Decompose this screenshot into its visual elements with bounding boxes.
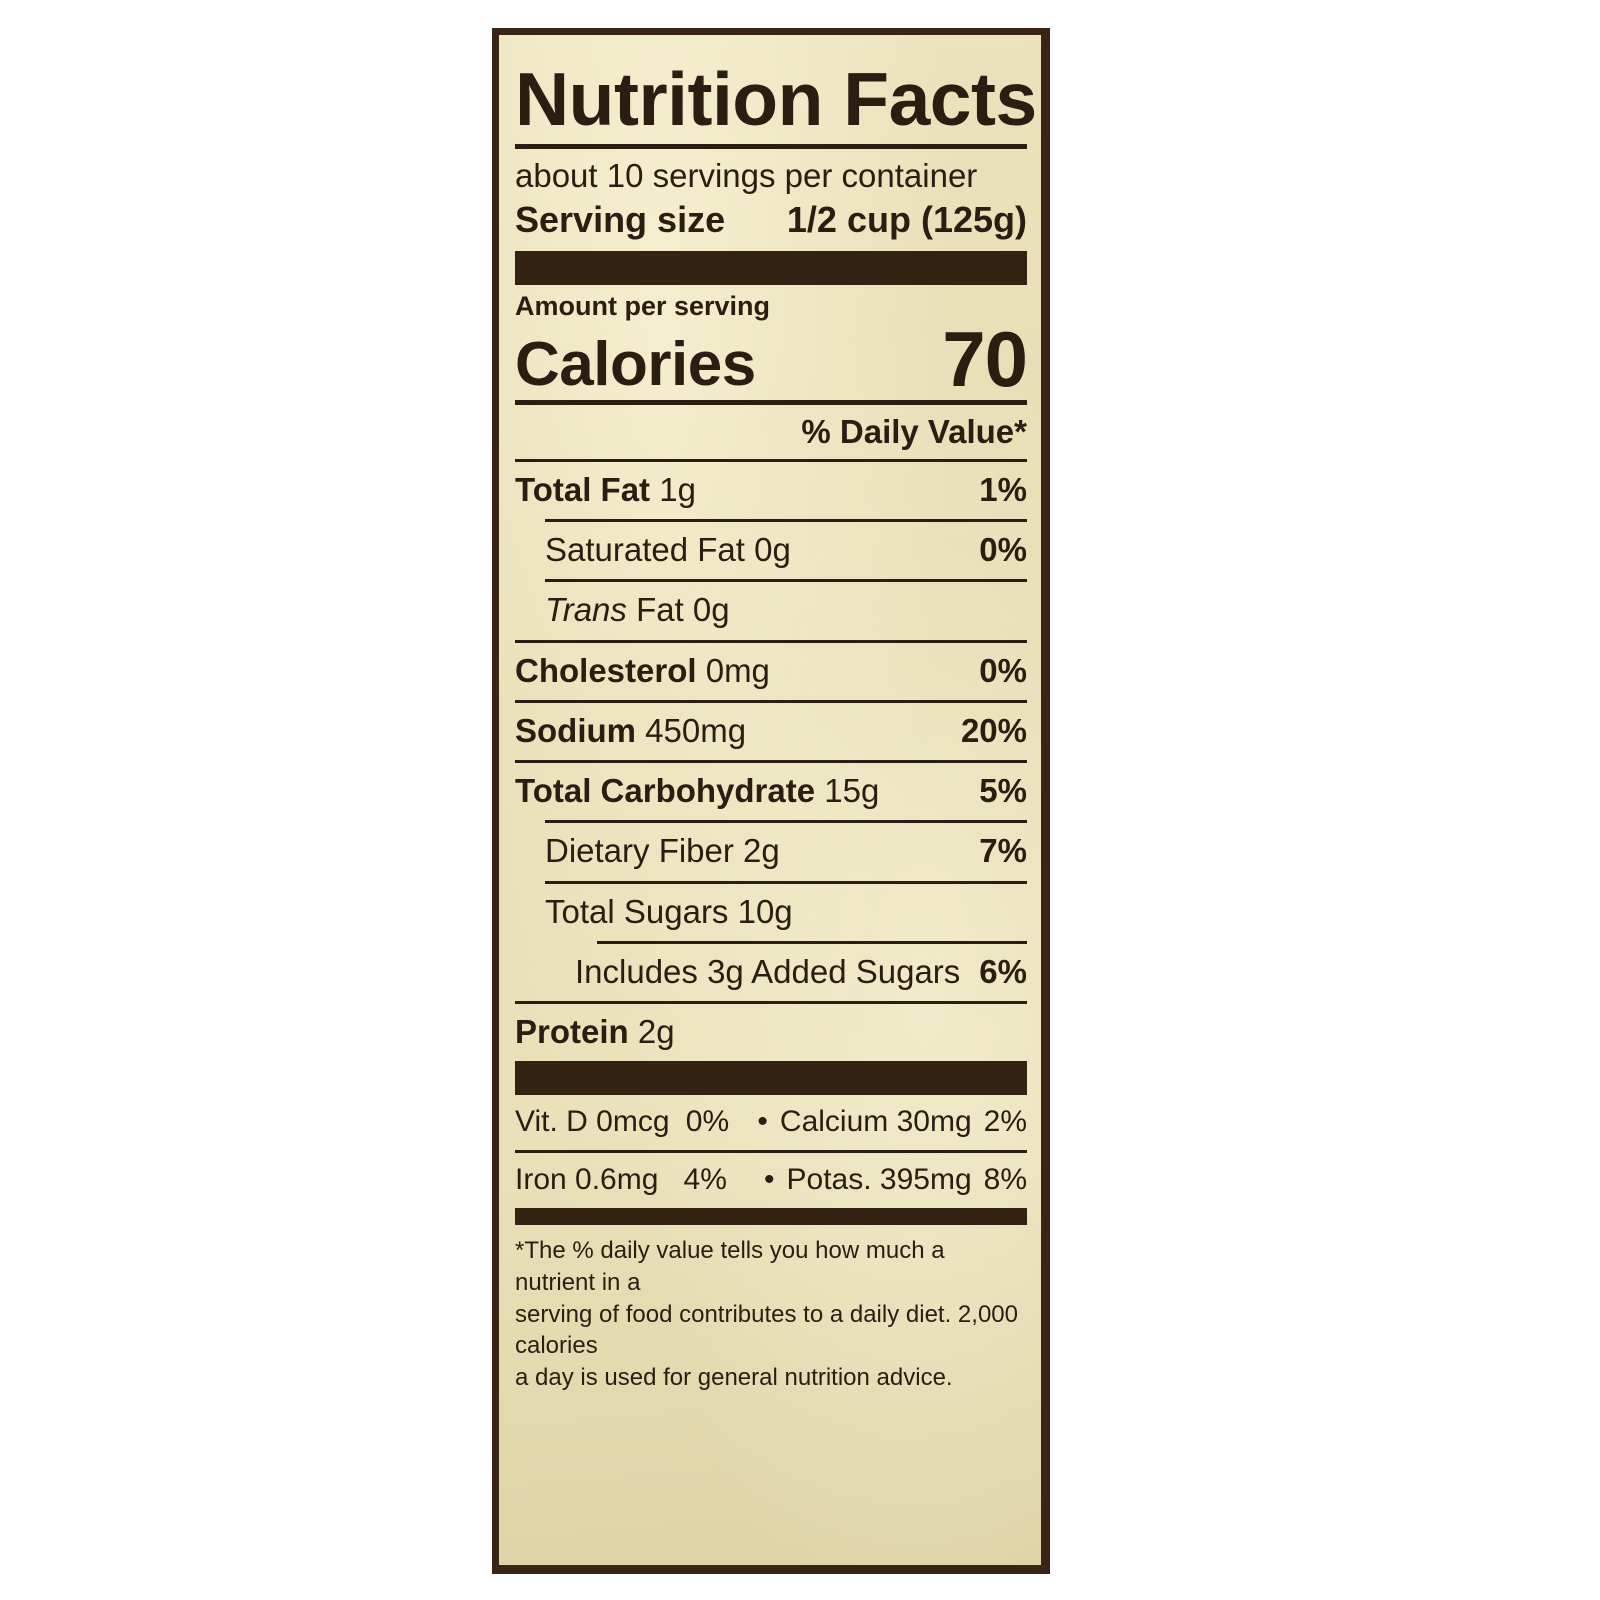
divider-row xyxy=(515,760,1027,764)
serving-size-row: Serving size 1/2 cup (125g) xyxy=(515,197,1027,251)
divider-row xyxy=(515,1001,1027,1005)
nutrient-row-sodium: Sodium 450mg 20% xyxy=(515,703,1027,760)
calories-row: Calories 70 xyxy=(515,314,1028,403)
nutrient-row-saturated-fat: Saturated Fat 0g 0% xyxy=(515,522,1027,579)
divider-under-title xyxy=(515,143,1027,149)
vitamin-dv-vit-d: 0% xyxy=(685,1105,730,1139)
serving-size-value: 1/2 cup (125g) xyxy=(786,199,1027,241)
serving-size-label: Serving size xyxy=(515,199,726,241)
divider-row xyxy=(545,820,1027,824)
thick-divider-vitamins xyxy=(515,1061,1027,1096)
nutrient-name-dietary-fiber: Dietary Fiber 2g xyxy=(545,832,780,870)
nutrient-name-trans-fat: Trans Fat 0g xyxy=(545,591,730,629)
footnote: *The % daily value tells you how much a … xyxy=(515,1225,1027,1393)
vitamin-row-2: Iron 0.6mg 4% • Potas. 395mg 8% xyxy=(515,1153,1027,1208)
divider-row xyxy=(545,880,1027,884)
amount-per-serving-label: Amount per serving xyxy=(515,291,771,322)
nutrient-dv-cholesterol: 0% xyxy=(979,651,1027,689)
divider-under-dv-header xyxy=(515,458,1027,462)
nutrient-name-total-fat: Total Fat 1g xyxy=(515,470,696,508)
divider-row xyxy=(515,699,1027,703)
nutrient-dv-saturated-fat: 0% xyxy=(979,531,1027,569)
nutrient-name-total-carbohydrate: Total Carbohydrate 15g xyxy=(515,772,880,810)
page-title: Nutrition Facts xyxy=(515,57,1037,141)
footnote-line-1: *The % daily value tells you how much a … xyxy=(515,1237,945,1296)
vitamin-name-calcium: Calcium 30mg xyxy=(779,1105,972,1139)
label-content: Nutrition Facts about 10 servings per co… xyxy=(499,35,1041,1565)
calories-value: 70 xyxy=(942,314,1028,403)
bullet-separator-icon: • xyxy=(764,1163,775,1197)
vitamin-dv-iron: 4% xyxy=(683,1163,727,1197)
nutrient-row-cholesterol: Cholesterol 0mg 0% xyxy=(515,643,1027,700)
calories-label: Calories xyxy=(515,329,756,399)
nutrient-dv-dietary-fiber: 7% xyxy=(979,832,1027,870)
divider-row xyxy=(515,639,1027,643)
vitamin-dv-calcium: 2% xyxy=(983,1105,1027,1139)
vitamin-name-vit-d: Vit. D 0mcg xyxy=(515,1105,670,1139)
nutrient-row-dietary-fiber: Dietary Fiber 2g 7% xyxy=(515,823,1027,880)
nutrient-row-total-fat: Total Fat 1g 1% xyxy=(515,462,1027,519)
thick-divider-bottom xyxy=(515,1208,1027,1226)
divider-row xyxy=(545,519,1027,523)
nutrient-row-total-sugars: Total Sugars 10g xyxy=(515,884,1027,941)
footnote-line-3: a day is used for general nutrition advi… xyxy=(515,1364,953,1392)
thick-divider-top xyxy=(515,251,1027,286)
nutrient-dv-total-carbohydrate: 5% xyxy=(979,772,1027,810)
nutrient-name-cholesterol: Cholesterol 0mg xyxy=(515,651,770,689)
nutrient-name-saturated-fat: Saturated Fat 0g xyxy=(545,531,791,569)
nutrient-name-added-sugars: Includes 3g Added Sugars xyxy=(575,952,961,990)
nutrition-facts-label: Nutrition Facts about 10 servings per co… xyxy=(492,28,1050,1574)
divider-row xyxy=(545,579,1027,583)
divider-row xyxy=(515,1150,1027,1154)
divider-under-calories xyxy=(515,399,1027,405)
vitamin-dv-potassium: 8% xyxy=(983,1163,1027,1197)
bullet-separator-icon: • xyxy=(757,1105,768,1139)
vitamin-name-potassium: Potas. 395mg xyxy=(786,1163,972,1197)
nutrient-name-protein: Protein 2g xyxy=(515,1013,675,1051)
divider-row xyxy=(597,940,1027,944)
nutrient-name-sodium: Sodium 450mg xyxy=(515,711,747,749)
nutrient-dv-sodium: 20% xyxy=(960,711,1027,749)
nutrient-row-trans-fat: Trans Fat 0g xyxy=(515,582,1027,639)
nutrient-dv-added-sugars: 6% xyxy=(979,952,1027,990)
vitamin-row-1: Vit. D 0mcg 0% • Calcium 30mg 2% xyxy=(515,1095,1027,1150)
nutrient-row-added-sugars: Includes 3g Added Sugars 6% xyxy=(515,944,1027,1001)
vitamin-name-iron: Iron 0.6mg xyxy=(515,1163,659,1197)
footnote-asterisk: * xyxy=(515,1237,525,1265)
nutrient-row-total-carbohydrate: Total Carbohydrate 15g 5% xyxy=(515,763,1027,820)
daily-value-header: % Daily Value* xyxy=(801,412,1027,450)
footnote-line-2: serving of food contributes to a daily d… xyxy=(515,1300,1018,1360)
nutrient-dv-total-fat: 1% xyxy=(979,470,1027,508)
nutrient-row-protein: Protein 2g xyxy=(515,1004,1027,1061)
nutrient-name-total-sugars: Total Sugars 10g xyxy=(545,892,793,930)
servings-per-container: about 10 servings per container xyxy=(515,156,978,194)
